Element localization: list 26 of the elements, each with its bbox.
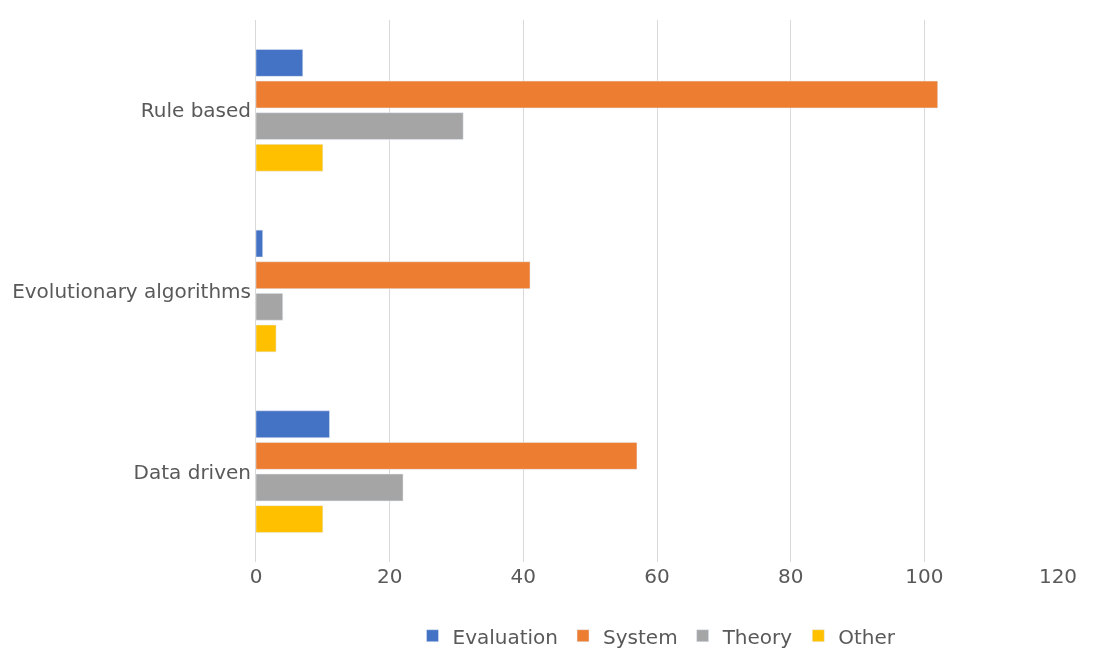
bar: [256, 261, 531, 289]
bar: [256, 144, 324, 172]
x-tick-label: 80: [777, 564, 804, 588]
bar: [256, 293, 283, 321]
y-tick-label: Rule based: [140, 98, 251, 123]
bar: [256, 229, 263, 258]
bar: [256, 80, 938, 109]
legend-label: System: [603, 624, 678, 649]
x-tick-label: 100: [905, 564, 944, 588]
legend-label: Theory: [721, 624, 793, 649]
x-tick-label: 0: [249, 564, 263, 588]
x-tick-label: 20: [376, 564, 403, 588]
bar: [256, 473, 404, 502]
bar: [256, 112, 464, 140]
legend-label: Other: [838, 624, 896, 649]
x-tick-label: 120: [1038, 564, 1078, 588]
bar: [256, 442, 638, 470]
bar: [256, 505, 324, 533]
x-tick-label: 60: [644, 564, 670, 588]
bar: [256, 49, 304, 77]
y-tick-label: Evolutionary algorithms: [12, 279, 251, 303]
bar: [256, 410, 330, 438]
legend-label: Evaluation: [452, 624, 559, 649]
x-tick-label: 40: [510, 564, 537, 588]
y-tick-label: Data driven: [133, 459, 251, 484]
bar: [256, 324, 277, 353]
